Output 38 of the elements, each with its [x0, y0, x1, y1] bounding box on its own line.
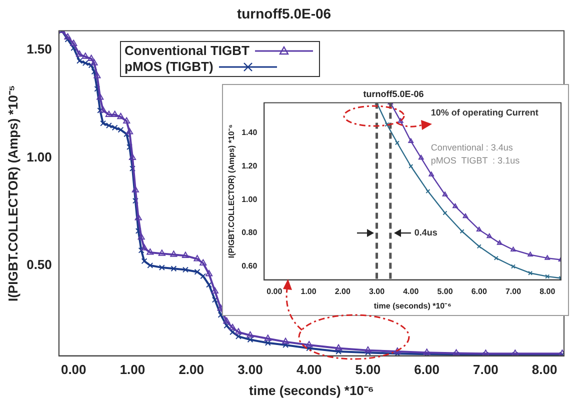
y-axis-title: I(PIGBT.COLLECTOR) (Amps) *10⁻⁶	[227, 124, 236, 258]
x-tick-label: 8.00	[532, 362, 558, 378]
annotation: Conventional : 3.4us	[430, 142, 514, 152]
x-tick-label: 5.00	[355, 362, 381, 378]
x-tick-label: 3.00	[238, 362, 263, 378]
y-tick-label: 0.60	[242, 262, 258, 271]
x-tick-label: 2.00	[334, 286, 351, 296]
annotation: pMOS TIGBT : 3.1us	[430, 155, 520, 166]
x-tick-label: 3.00	[368, 286, 386, 296]
legend-label: pMOS (TIGBT)	[124, 59, 214, 74]
annotation: 0.4us	[414, 228, 438, 238]
y-axis-title: I(PIGBT.COLLECTOR) (Amps) *10⁻⁵	[5, 85, 20, 302]
x-tick-label: 2.00	[178, 362, 204, 378]
x-axis-title: time (seconds) *10⁻⁶	[249, 382, 374, 398]
x-tick-label: 7.00	[505, 286, 522, 296]
y-tick-label: 1.00	[242, 194, 258, 204]
x-tick-label: 0.00	[60, 362, 86, 378]
y-tick-label: 0.50	[26, 256, 52, 272]
x-tick-label: 0.00	[266, 286, 283, 296]
x-tick-label: 1.00	[300, 286, 317, 296]
y-tick-label: 1.50	[26, 42, 52, 57]
x-tick-label: 7.00	[473, 362, 498, 378]
y-tick-label: 1.20	[242, 161, 258, 170]
x-tick-label: 4.00	[296, 362, 322, 378]
x-tick-label: 5.00	[437, 286, 454, 296]
y-tick-label: 1.40	[242, 128, 258, 138]
chart-title: turnoff5.0E-06	[236, 5, 332, 22]
x-tick-label: 1.00	[120, 362, 146, 378]
annotation: 10% of operating Current	[430, 107, 538, 118]
legend-label: Conventional TIGBT	[124, 43, 250, 58]
x-tick-label: 4.00	[403, 286, 420, 296]
x-tick-label: 8.00	[540, 286, 556, 296]
x-tick-label: 6.00	[471, 286, 488, 296]
x-axis-title: time (seconds) *10⁻⁶	[374, 301, 452, 310]
chart-title: turnoff5.0E-06	[363, 88, 424, 99]
y-tick-label: 1.00	[26, 149, 52, 164]
y-tick-label: 0.80	[242, 228, 258, 238]
x-tick-label: 6.00	[414, 362, 440, 378]
